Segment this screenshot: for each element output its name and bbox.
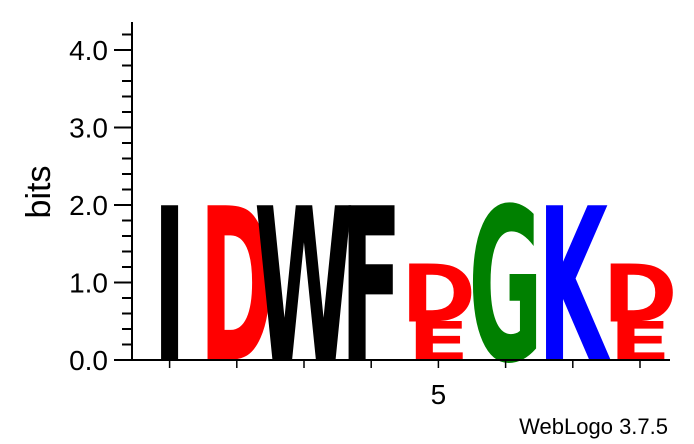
y-tick-label: 3.0 bbox=[69, 113, 108, 144]
glyph-G-pos6: G bbox=[468, 164, 542, 411]
glyph-D-pos8: D bbox=[602, 248, 677, 340]
y-tick-label: 4.0 bbox=[69, 35, 108, 66]
y-tick-label: 1.0 bbox=[69, 268, 108, 299]
y-tick-label: 2.0 bbox=[69, 190, 108, 221]
x-tick-label: 5 bbox=[431, 379, 447, 410]
glyph-F-pos4: F bbox=[340, 164, 402, 411]
glyph-D-pos2: D bbox=[199, 164, 274, 411]
x-ticks: 5 bbox=[168, 360, 641, 410]
y-axis-label: bits bbox=[20, 166, 58, 219]
y-ticks: 0.0 1.0 2.0 3.0 4.0 bbox=[69, 33, 132, 376]
glyph-W-pos3: W bbox=[254, 164, 354, 411]
glyph-K-pos7: K bbox=[538, 164, 611, 411]
weblogo-credit: WebLogo 3.7.5 bbox=[519, 414, 668, 439]
glyph-D-pos5: D bbox=[401, 248, 476, 340]
glyph-I-pos1: I bbox=[153, 164, 187, 411]
axes: 0.0 1.0 2.0 3.0 4.0 5 bbox=[69, 22, 670, 410]
y-tick-label: 0.0 bbox=[69, 345, 108, 376]
